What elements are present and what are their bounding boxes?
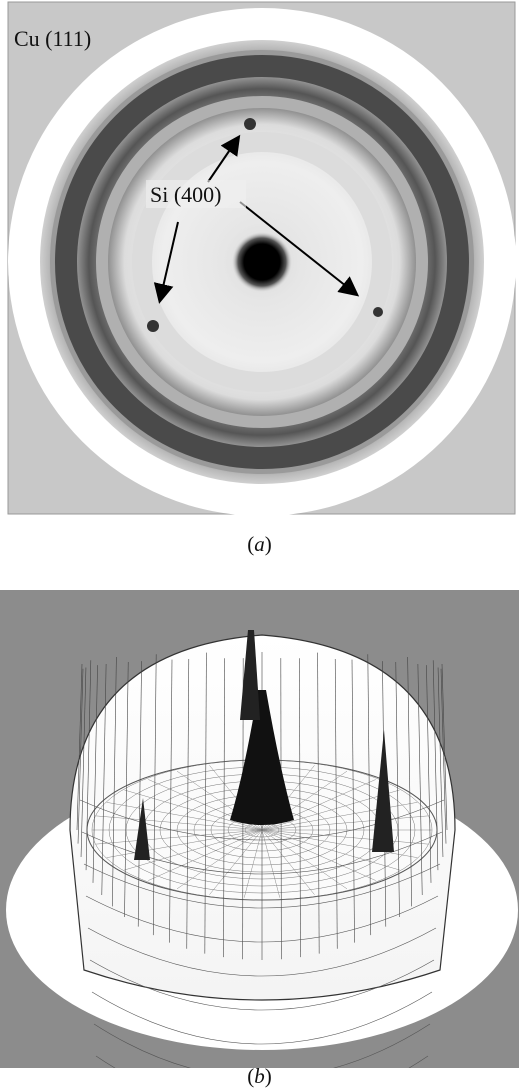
pole-figure-2d: Cu (111) Si (400) — [0, 0, 519, 520]
caption-a-letter: a — [254, 532, 265, 556]
si-pole-right — [373, 307, 383, 317]
caption-a-close: ) — [265, 532, 272, 556]
center-spot — [232, 232, 292, 292]
si-pole-top — [244, 118, 256, 130]
label-si-400: Si (400) — [150, 182, 222, 207]
pole-figure-3d — [0, 590, 519, 1068]
caption-a: (a) — [0, 532, 519, 557]
caption-b: (b) — [0, 1064, 519, 1089]
si-pole-left — [147, 320, 159, 332]
caption-b-close: ) — [265, 1064, 272, 1088]
pole-figure-2d-svg: Cu (111) Si (400) — [0, 0, 519, 520]
caption-b-letter: b — [254, 1064, 265, 1088]
label-cu-111: Cu (111) — [14, 26, 91, 51]
pole-figure-3d-svg — [0, 590, 519, 1068]
